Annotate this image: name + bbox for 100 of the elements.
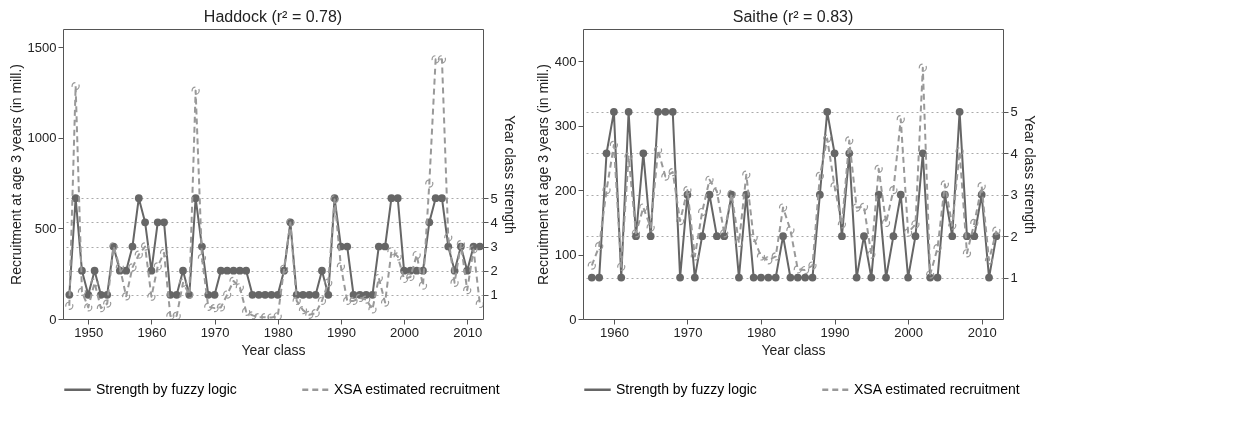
point bbox=[830, 149, 839, 158]
x-tick-label: 2000 bbox=[894, 324, 924, 340]
point bbox=[882, 273, 890, 282]
point bbox=[705, 190, 714, 199]
point bbox=[904, 273, 912, 282]
point bbox=[970, 218, 979, 228]
x-tick-label: 2010 bbox=[967, 324, 997, 340]
y2-tick-label: 2 bbox=[490, 263, 498, 279]
point bbox=[742, 170, 751, 179]
point bbox=[896, 190, 905, 199]
point bbox=[889, 232, 898, 241]
y-tick-label: 0 bbox=[569, 311, 577, 327]
point bbox=[764, 256, 773, 265]
y-tick-label: 200 bbox=[554, 182, 577, 198]
point bbox=[793, 273, 802, 282]
point bbox=[675, 216, 685, 226]
point bbox=[587, 261, 596, 270]
point bbox=[786, 225, 795, 235]
point bbox=[683, 185, 692, 195]
point bbox=[705, 175, 714, 184]
point bbox=[985, 273, 993, 282]
point bbox=[823, 134, 832, 143]
point bbox=[918, 149, 927, 158]
point bbox=[867, 273, 876, 282]
point bbox=[955, 107, 964, 116]
x-tick-label: 1990 bbox=[820, 324, 850, 340]
point bbox=[757, 273, 765, 282]
y2-tick-label: 2 bbox=[1010, 228, 1018, 244]
point bbox=[587, 273, 596, 282]
point bbox=[808, 273, 817, 282]
y2-tick-label: 1 bbox=[490, 287, 498, 303]
point bbox=[786, 273, 795, 282]
point bbox=[690, 252, 699, 261]
y2-tick-label: 4 bbox=[1010, 145, 1018, 161]
x-tick-label: 2010 bbox=[453, 324, 483, 340]
point bbox=[602, 149, 611, 158]
point bbox=[602, 185, 611, 195]
point bbox=[610, 107, 618, 116]
point bbox=[749, 233, 758, 242]
point bbox=[992, 226, 1001, 235]
point bbox=[712, 187, 722, 196]
point bbox=[933, 273, 942, 282]
point bbox=[609, 140, 619, 150]
point bbox=[889, 185, 898, 195]
point bbox=[698, 207, 707, 217]
point bbox=[595, 242, 604, 251]
point bbox=[808, 261, 817, 270]
x-axis-title: Year class bbox=[241, 341, 306, 358]
x-tick-label: 1950 bbox=[74, 324, 104, 340]
point bbox=[661, 107, 670, 116]
point bbox=[661, 172, 670, 181]
point bbox=[793, 265, 802, 274]
legend-label: XSA estimated recruitment bbox=[854, 380, 1020, 397]
legend-label: Strength by fuzzy logic bbox=[96, 380, 237, 397]
legend-label: Strength by fuzzy logic bbox=[616, 380, 757, 397]
point bbox=[801, 265, 810, 275]
point bbox=[778, 203, 788, 212]
point bbox=[911, 232, 920, 241]
point bbox=[617, 262, 626, 271]
point bbox=[903, 228, 913, 237]
point bbox=[948, 232, 957, 241]
point bbox=[713, 232, 721, 241]
y-axis-title: Recruitment at age 3 years (in mill.) bbox=[534, 64, 551, 285]
point bbox=[646, 223, 655, 232]
point bbox=[668, 107, 677, 116]
y-tick-label: 100 bbox=[554, 247, 577, 263]
y2-tick-label: 1 bbox=[1010, 270, 1018, 286]
point bbox=[654, 107, 662, 116]
point bbox=[896, 115, 905, 124]
point bbox=[646, 232, 655, 241]
point bbox=[859, 202, 869, 211]
point bbox=[874, 164, 883, 173]
point bbox=[617, 273, 626, 282]
y2-tick-label: 3 bbox=[490, 239, 498, 254]
y-tick-label: 400 bbox=[554, 53, 577, 69]
point bbox=[823, 107, 832, 116]
y2-tick-label: 3 bbox=[1010, 187, 1018, 203]
point bbox=[933, 243, 942, 253]
point bbox=[764, 273, 773, 282]
point bbox=[595, 273, 604, 282]
point bbox=[962, 249, 972, 258]
point bbox=[918, 63, 927, 72]
chart-title: Saithe (r² = 0.83) bbox=[732, 8, 854, 25]
point bbox=[940, 180, 950, 189]
point bbox=[881, 218, 891, 228]
y-tick-label: 300 bbox=[554, 118, 577, 134]
legend-label: XSA estimated recruitment bbox=[334, 380, 500, 397]
point bbox=[676, 273, 684, 282]
point bbox=[771, 252, 780, 261]
x-tick-label: 1990 bbox=[326, 324, 356, 340]
point bbox=[639, 203, 648, 212]
point bbox=[639, 149, 648, 158]
point bbox=[815, 171, 824, 181]
point bbox=[653, 146, 663, 155]
x-tick-label: 2000 bbox=[390, 324, 420, 340]
x-tick-label: 1960 bbox=[137, 324, 167, 340]
point bbox=[735, 273, 743, 282]
x-axis-title: Year class bbox=[761, 341, 826, 358]
y2-tick-label: 4 bbox=[490, 214, 498, 230]
point bbox=[852, 273, 861, 282]
